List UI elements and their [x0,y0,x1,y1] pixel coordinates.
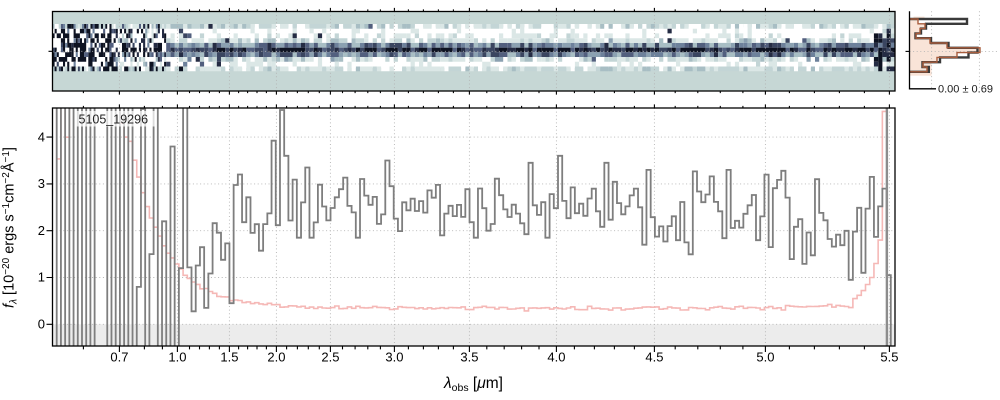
svg-text:1: 1 [38,270,45,285]
svg-text:4.5: 4.5 [645,350,663,365]
svg-text:5105_19296: 5105_19296 [79,113,149,127]
svg-text:2: 2 [38,223,45,238]
svg-text:0.7: 0.7 [110,350,128,365]
svg-text:2.5: 2.5 [321,350,339,365]
svg-text:5.5: 5.5 [880,350,898,365]
svg-text:3: 3 [38,176,45,191]
svg-text:5.0: 5.0 [756,350,774,365]
svg-text:1.5: 1.5 [220,350,238,365]
svg-text:3.5: 3.5 [460,350,478,365]
svg-text:3.0: 3.0 [385,350,403,365]
svg-text:4.0: 4.0 [547,350,565,365]
svg-text:0: 0 [38,317,45,332]
svg-text:1.0: 1.0 [168,350,186,365]
svg-text:4: 4 [38,129,45,144]
svg-text:fλ [10−20 ergs s−1cm−2Å−1]: fλ [10−20 ergs s−1cm−2Å−1] [1,147,20,308]
svg-text:2.0: 2.0 [267,350,285,365]
svg-text:0.00 ± 0.69: 0.00 ± 0.69 [938,84,993,96]
svg-text:λobs [μm]: λobs [μm] [443,375,503,394]
